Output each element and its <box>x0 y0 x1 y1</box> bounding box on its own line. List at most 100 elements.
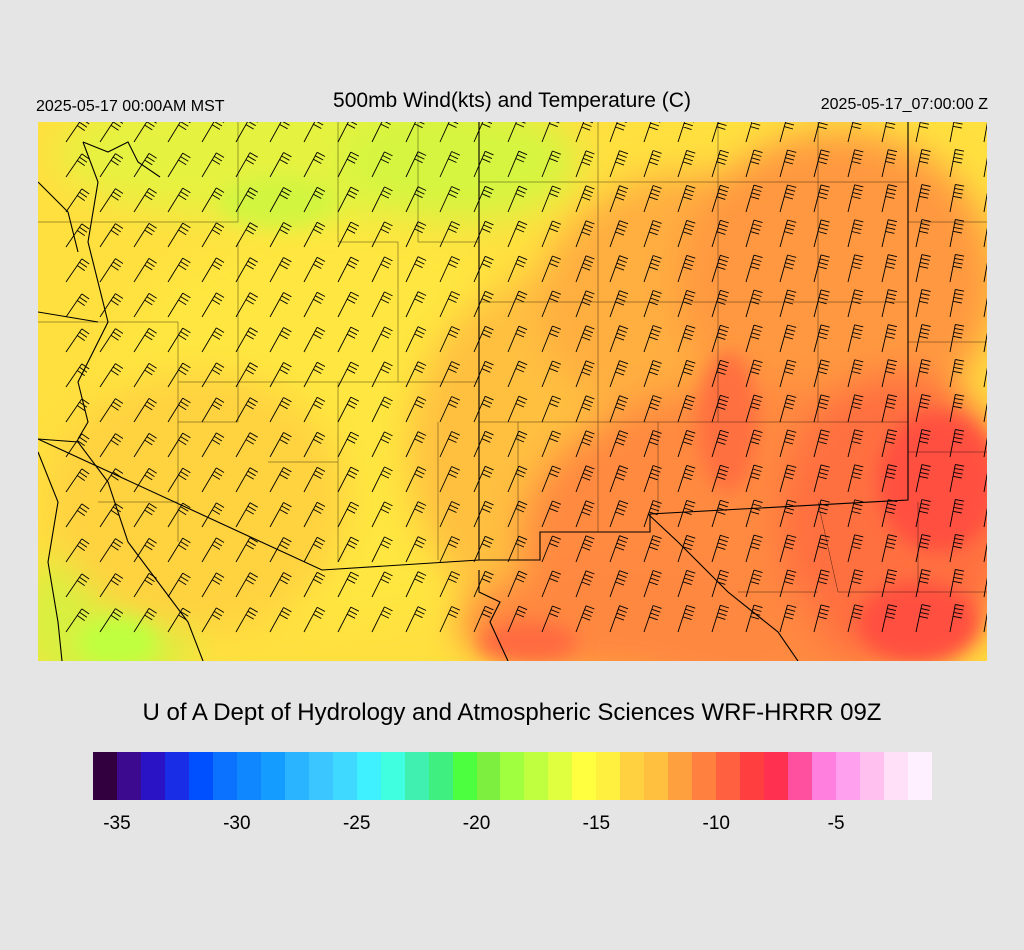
wind-barb <box>405 151 427 178</box>
colorbar-swatch <box>356 752 381 800</box>
wind-barb <box>779 219 797 248</box>
wind-barb <box>201 572 225 598</box>
wind-barb <box>745 184 763 213</box>
colorbar-swatch <box>500 752 525 800</box>
wind-barb <box>813 184 830 213</box>
wind-barb <box>201 222 225 248</box>
wind-barb <box>337 571 360 598</box>
wind-barb <box>813 149 830 178</box>
wind-barb <box>609 395 629 423</box>
wind-barb <box>235 222 258 248</box>
wind-barb <box>915 122 929 143</box>
wind-barb <box>609 465 629 493</box>
wind-barb <box>881 604 898 633</box>
wind-barb <box>541 122 560 143</box>
wind-barb <box>201 537 225 563</box>
wind-barb <box>507 290 528 318</box>
wind-barb <box>405 466 427 493</box>
wind-barb <box>201 362 225 388</box>
wind-barb <box>473 255 494 283</box>
wind-barb <box>983 437 987 458</box>
colorbar-swatch <box>452 752 477 800</box>
wind-barb <box>847 569 864 598</box>
wind-barb <box>881 184 898 213</box>
wind-barb <box>949 149 965 178</box>
wind-barb <box>779 429 797 458</box>
wind-barb <box>711 499 730 528</box>
colorbar-swatch <box>668 752 693 800</box>
wind-barb <box>575 465 595 493</box>
wind-barb <box>745 122 761 143</box>
colorbar-swatch <box>93 752 117 800</box>
wind-barb <box>371 606 393 633</box>
wind-barb <box>609 570 629 598</box>
wind-barb <box>65 258 90 283</box>
wind-barb <box>745 219 763 248</box>
wind-barb <box>643 220 662 248</box>
wind-barb <box>439 291 460 318</box>
wind-barb <box>915 289 931 318</box>
wind-barb <box>269 122 292 143</box>
wind-barb <box>677 149 696 178</box>
wind-barb <box>881 569 898 598</box>
colorbar-swatch <box>140 752 165 800</box>
colorbar-swatch <box>716 752 741 800</box>
temperature-colorbar <box>93 752 932 800</box>
wind-barb <box>677 429 696 458</box>
wind-barb <box>643 122 661 143</box>
wind-barb <box>405 291 427 318</box>
wind-barb <box>303 151 326 178</box>
wind-barb <box>575 535 595 563</box>
wind-barb <box>235 292 258 318</box>
wind-barb <box>99 258 124 283</box>
wind-barb <box>779 394 797 423</box>
wind-barb <box>745 569 763 598</box>
wind-barb <box>847 324 864 353</box>
wind-barb <box>201 607 225 633</box>
wind-barb <box>473 465 494 493</box>
wind-barb <box>269 607 292 633</box>
wind-barb <box>65 608 90 633</box>
wind-barb <box>779 184 797 213</box>
wind-barb <box>745 464 763 493</box>
colorbar-tick-label: -25 <box>342 813 371 834</box>
wind-barb <box>915 324 931 353</box>
colorbar-swatch <box>596 752 621 800</box>
wind-barb <box>99 608 124 633</box>
wind-barb <box>881 534 898 563</box>
wind-barb <box>65 538 90 563</box>
wind-barb <box>65 122 90 143</box>
wind-barb <box>711 122 728 143</box>
wind-barb <box>473 220 494 248</box>
wind-barb <box>201 327 225 353</box>
wind-barb <box>303 536 326 563</box>
wind-barb <box>507 325 528 353</box>
wind-barb <box>711 604 730 633</box>
wind-barb <box>337 466 360 493</box>
wind-barb <box>677 359 696 388</box>
colorbar-swatch <box>907 752 932 800</box>
wind-barb <box>847 122 862 143</box>
wind-barb <box>949 359 965 388</box>
wind-barb <box>915 534 931 563</box>
wind-barb <box>99 363 124 388</box>
wind-barb <box>609 122 627 143</box>
wind-barb <box>371 186 393 213</box>
wind-barb <box>677 394 696 423</box>
wind-barb <box>167 607 191 633</box>
wind-barb <box>99 503 124 528</box>
wind-barb <box>507 360 528 388</box>
wind-barb <box>507 430 528 458</box>
model-credit: U of A Dept of Hydrology and Atmospheric… <box>142 699 882 726</box>
wind-barb <box>337 501 360 528</box>
wind-barb <box>881 499 898 528</box>
wind-barb <box>167 467 191 493</box>
wind-barb <box>133 398 157 423</box>
wind-barb <box>745 534 763 563</box>
wind-barb <box>813 499 830 528</box>
wind-barb <box>473 570 494 598</box>
wind-barb <box>303 291 326 318</box>
wind-barb <box>507 605 528 633</box>
wind-barb <box>201 152 225 178</box>
wind-barb <box>405 571 427 598</box>
